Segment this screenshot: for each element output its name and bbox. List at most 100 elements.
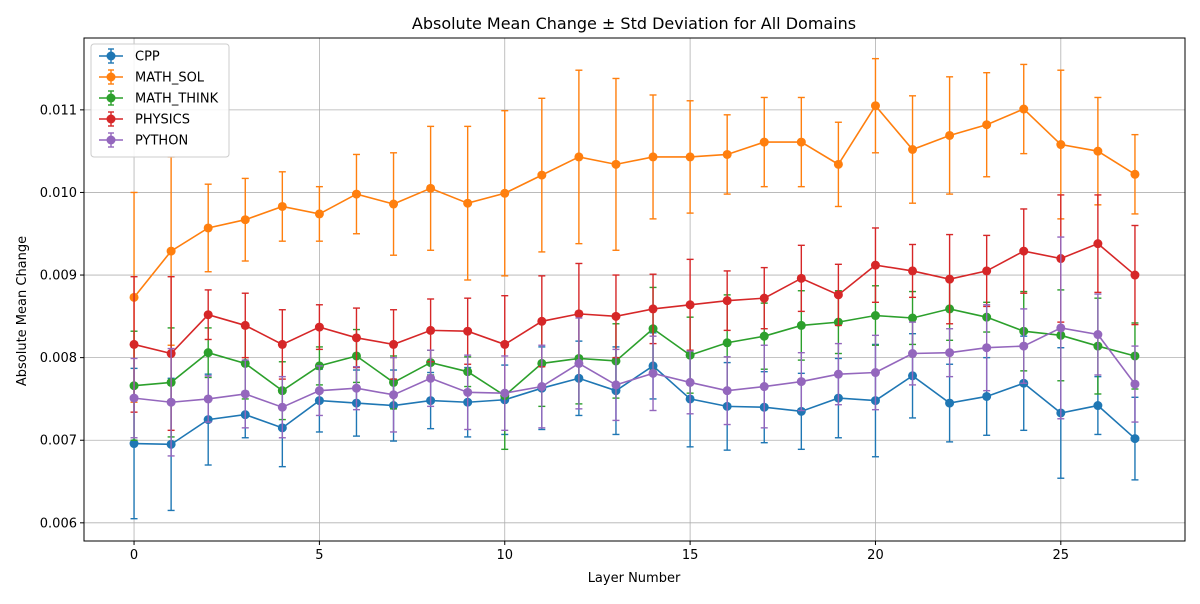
data-point: [1019, 246, 1029, 256]
data-point: [203, 223, 213, 233]
plot-frame: [83, 37, 1186, 542]
data-point: [129, 439, 139, 449]
data-point: [129, 393, 139, 403]
data-point: [908, 145, 918, 155]
data-point: [500, 188, 510, 198]
series-line: [133, 327, 1136, 409]
legend-label: MATH_THINK: [135, 92, 219, 107]
legend-marker: [106, 51, 116, 61]
data-point: [537, 316, 547, 326]
data-point: [129, 339, 139, 349]
data-point: [1130, 434, 1140, 444]
y-tick-label: 0.009: [40, 269, 77, 284]
series-line: [133, 242, 1136, 355]
data-point: [611, 311, 621, 321]
y-tick-label: 0.011: [40, 103, 77, 118]
legend-item: PYTHON: [99, 132, 188, 149]
data-point: [389, 390, 399, 400]
data-point: [759, 331, 769, 341]
data-point: [1093, 146, 1103, 156]
data-point: [722, 149, 732, 159]
data-point: [796, 377, 806, 387]
data-point: [426, 373, 436, 383]
data-point: [648, 368, 658, 378]
data-point: [833, 369, 843, 379]
chart-title: Absolute Mean Change ± Std Deviation for…: [412, 14, 856, 33]
data-point: [722, 338, 732, 348]
x-tick-label: 10: [496, 548, 513, 563]
y-tick-label: 0.006: [40, 516, 77, 531]
data-point: [945, 348, 955, 358]
legend-item: MATH_THINK: [99, 90, 219, 107]
x-axis-label: Layer Number: [588, 571, 681, 586]
x-tick-label: 20: [867, 548, 884, 563]
data-point: [240, 389, 250, 399]
data-point: [240, 215, 250, 225]
data-point: [277, 402, 287, 412]
data-point: [945, 274, 955, 284]
y-tick-label: 0.010: [40, 186, 77, 201]
data-point: [426, 183, 436, 193]
legend-label: MATH_SOL: [135, 71, 205, 86]
legend-marker: [106, 135, 116, 145]
data-point: [1130, 169, 1140, 179]
legend-label: PYTHON: [135, 134, 188, 149]
data-point: [574, 309, 584, 319]
data-point: [426, 325, 436, 335]
data-point: [685, 300, 695, 310]
data-point: [648, 304, 658, 314]
data-point: [982, 391, 992, 401]
data-point: [722, 296, 732, 306]
data-point: [870, 101, 880, 111]
data-point: [537, 170, 547, 180]
data-point: [314, 209, 324, 219]
data-point: [203, 310, 213, 320]
data-point: [796, 406, 806, 416]
data-point: [982, 120, 992, 130]
data-point: [389, 199, 399, 209]
legend-box: [90, 43, 230, 158]
legend-item: CPP: [99, 48, 160, 65]
data-point: [759, 137, 769, 147]
y-tick-label: 0.007: [40, 434, 77, 449]
data-point: [870, 311, 880, 321]
data-point: [463, 198, 473, 208]
data-point: [314, 386, 324, 396]
data-point: [1130, 270, 1140, 280]
data-point: [1056, 140, 1066, 150]
data-point: [759, 293, 769, 303]
x-tick-label: 25: [1053, 548, 1070, 563]
data-point: [611, 159, 621, 169]
data-point: [500, 339, 510, 349]
y-axis-label: Absolute Mean Change: [15, 236, 30, 386]
plot-series: [129, 57, 1140, 520]
legend-marker: [106, 93, 116, 103]
data-point: [908, 266, 918, 276]
x-tick-label: 15: [682, 548, 699, 563]
data-point: [203, 394, 213, 404]
legend-item: PHYSICS: [99, 111, 190, 128]
data-point: [351, 189, 361, 199]
data-point: [796, 273, 806, 283]
data-point: [945, 130, 955, 140]
data-point: [685, 152, 695, 162]
axis-ticks: 0 5 10 15 20 25 0.006 0.007 0.008 0.009 0.010 0.011: [40, 103, 1069, 563]
data-point: [203, 348, 213, 358]
data-point: [982, 343, 992, 353]
legend: CPP MATH_SOL MATH_THINK PHYSICS PYTHON: [90, 43, 230, 158]
data-point: [870, 260, 880, 270]
data-point: [277, 201, 287, 211]
data-point: [982, 266, 992, 276]
data-point: [611, 380, 621, 390]
data-point: [574, 152, 584, 162]
data-point: [685, 377, 695, 387]
data-point: [870, 368, 880, 378]
data-point: [1019, 341, 1029, 351]
data-point: [648, 152, 658, 162]
data-point: [463, 326, 473, 336]
data-point: [463, 387, 473, 397]
data-point: [537, 382, 547, 392]
data-point: [277, 339, 287, 349]
legend-item: MATH_SOL: [99, 69, 205, 86]
